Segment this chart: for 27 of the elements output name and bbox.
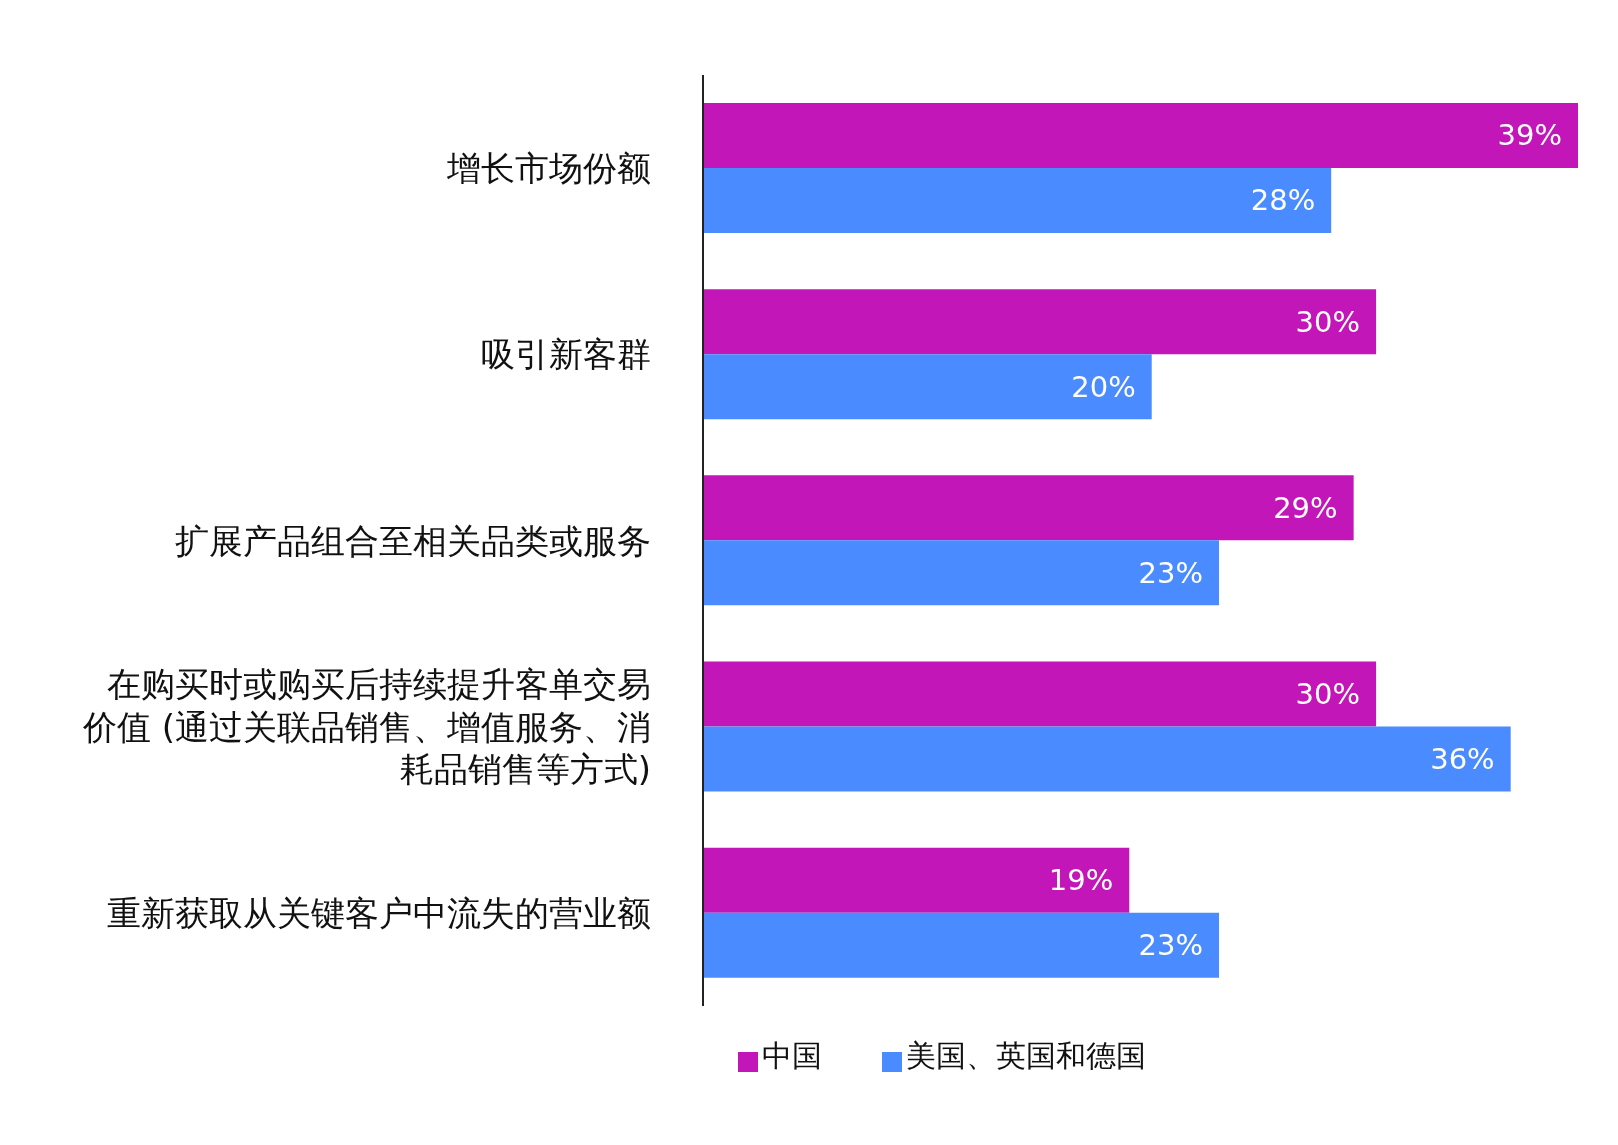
- data-label: 39%: [1497, 118, 1562, 153]
- data-label: 23%: [1138, 928, 1204, 963]
- bar: [703, 289, 1377, 355]
- bar: [703, 475, 1354, 541]
- data-label: 23%: [1138, 555, 1204, 590]
- bar: [703, 661, 1377, 727]
- bar: [703, 540, 1220, 606]
- data-label: 30%: [1295, 304, 1361, 339]
- data-label: 19%: [1048, 863, 1114, 898]
- data-label: 20%: [1071, 369, 1136, 404]
- bar: [703, 102, 1578, 168]
- bar: [703, 726, 1511, 792]
- legend-label: 美国、英国和德国: [906, 1038, 1146, 1073]
- data-label: 30%: [1295, 677, 1361, 712]
- legend-label: 中国: [762, 1038, 822, 1073]
- y-tick-label: 重新获取从关键客户中流失的营业额: [107, 892, 651, 933]
- bar: [703, 167, 1332, 233]
- data-label: 28%: [1250, 183, 1316, 218]
- y-tick-label: 吸引新客群: [481, 334, 651, 375]
- bar: [703, 354, 1152, 420]
- bar: [703, 912, 1220, 978]
- y-tick-label: 扩展产品组合至相关品类或服务: [175, 520, 651, 561]
- data-label: 29%: [1273, 490, 1338, 525]
- data-label: 36%: [1430, 742, 1495, 777]
- y-tick-label: 增长市场份额: [446, 148, 651, 189]
- bar: [703, 847, 1130, 913]
- y-tick-label: 在购买时或购买后持续提升客单交易价值 (通过关联品销售、增值服务、消耗品销售等方式): [81, 664, 651, 790]
